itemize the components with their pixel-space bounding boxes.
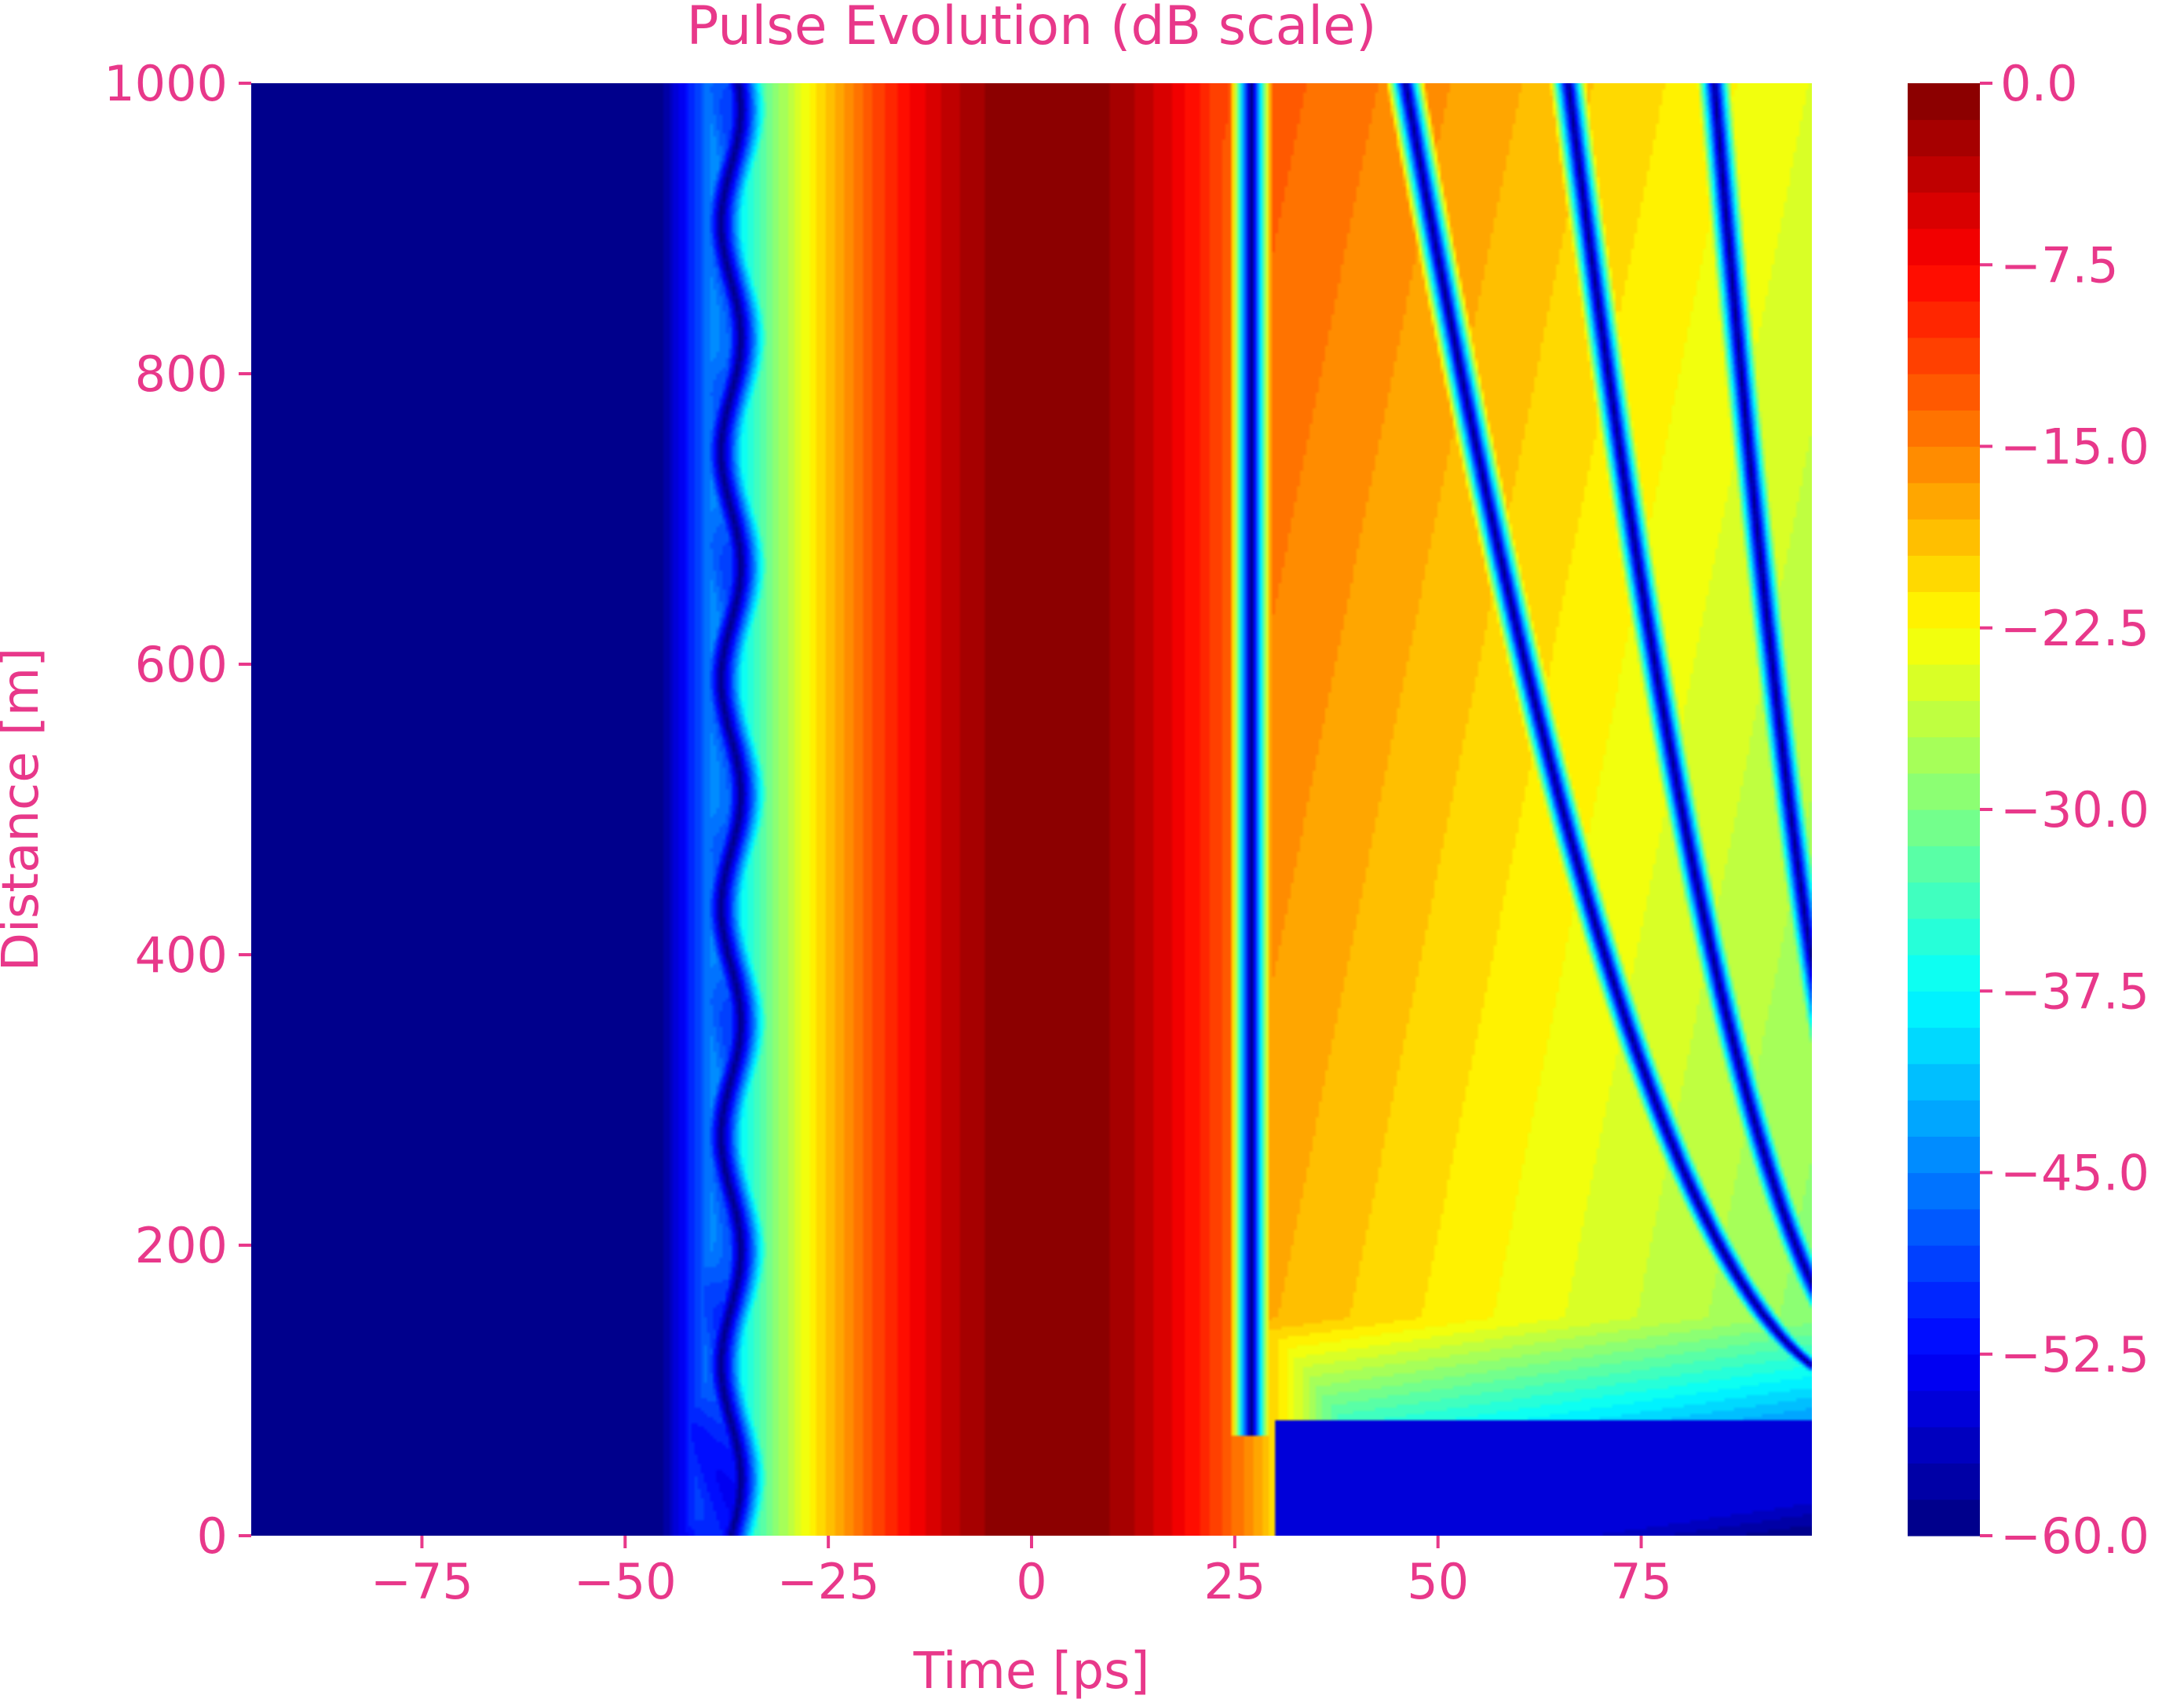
colorbar-band: [1908, 1100, 1980, 1137]
x-axis: −75 −50 −25 0 25 50 75: [371, 1536, 1672, 1610]
y-tick-label: 1000: [104, 55, 228, 112]
colorbar-band: [1908, 1317, 1980, 1355]
colorbar-band: [1908, 1027, 1980, 1065]
colorbar-band: [1908, 991, 1980, 1029]
chart-title: Pulse Evolution (dB scale): [686, 0, 1376, 57]
heatmap-image: [251, 83, 1812, 1536]
plot-area: [251, 83, 1812, 1536]
colorbar-band: [1908, 1281, 1980, 1319]
colorbar-band: [1908, 809, 1980, 846]
y-tick-label: 800: [135, 345, 228, 403]
x-tick-label: 50: [1407, 1553, 1469, 1610]
colorbar-band: [1908, 265, 1980, 302]
x-axis-label: Time [ps]: [913, 1642, 1150, 1699]
colorbar-band: [1908, 846, 1980, 883]
colorbar-tick-label: −30.0: [2000, 781, 2149, 839]
colorbar-tick-label: −60.0: [2000, 1507, 2149, 1565]
colorbar-tick-label: −45.0: [2000, 1145, 2149, 1202]
colorbar-band: [1908, 1172, 1980, 1210]
colorbar-band: [1908, 374, 1980, 411]
x-tick-label: −50: [574, 1553, 677, 1610]
y-axis-label: Distance [m]: [0, 648, 50, 971]
colorbar: 0.0 −7.5 −15.0 −22.5 −30.0 −37.5 −45.0 −52.5 −60…: [1908, 55, 2149, 1565]
colorbar-band: [1908, 664, 1980, 701]
x-tick-label: 0: [1016, 1553, 1046, 1610]
colorbar-band: [1908, 482, 1980, 520]
colorbar-band: [1908, 1499, 1980, 1536]
colorbar-band: [1908, 410, 1980, 448]
colorbar-band: [1908, 955, 1980, 992]
colorbar-tick-label: −37.5: [2000, 963, 2149, 1020]
colorbar-band: [1908, 700, 1980, 738]
colorbar-band: [1908, 446, 1980, 484]
colorbar-band: [1908, 773, 1980, 810]
colorbar-tick-label: −22.5: [2000, 600, 2149, 657]
colorbar-band: [1908, 519, 1980, 556]
x-tick-label: −25: [777, 1553, 880, 1610]
colorbar-band: [1908, 591, 1980, 629]
colorbar-band: [1908, 192, 1980, 229]
colorbar-band: [1908, 736, 1980, 774]
colorbar-band: [1908, 1427, 1980, 1464]
colorbar-band: [1908, 119, 1980, 157]
colorbar-band: [1908, 301, 1980, 338]
colorbar-tick-label: −52.5: [2000, 1326, 2149, 1383]
colorbar-band: [1908, 1463, 1980, 1500]
y-axis: 0 200 400 600 800 1000: [104, 55, 251, 1565]
y-tick-label: 0: [197, 1507, 228, 1565]
colorbar-band: [1908, 1390, 1980, 1427]
colorbar-band: [1908, 337, 1980, 375]
colorbar-band: [1908, 1136, 1980, 1174]
colorbar-band: [1908, 1063, 1980, 1101]
colorbar-tick-label: 0.0: [2000, 55, 2078, 112]
colorbar-band: [1908, 918, 1980, 955]
y-tick-label: 200: [135, 1217, 228, 1274]
y-tick-label: 400: [135, 926, 228, 984]
colorbar-band: [1908, 1245, 1980, 1282]
x-tick-label: 25: [1203, 1553, 1265, 1610]
colorbar-tick-label: −15.0: [2000, 418, 2149, 476]
colorbar-band: [1908, 228, 1980, 265]
x-tick-label: −75: [371, 1553, 473, 1610]
colorbar-band: [1908, 555, 1980, 593]
x-tick-label: 75: [1610, 1553, 1672, 1610]
colorbar-band: [1908, 83, 1980, 120]
colorbar-band: [1908, 155, 1980, 193]
y-tick-label: 600: [135, 636, 228, 693]
colorbar-band: [1908, 627, 1980, 665]
colorbar-band: [1908, 1354, 1980, 1391]
colorbar-band: [1908, 1208, 1980, 1246]
colorbar-tick-label: −7.5: [2000, 236, 2119, 294]
colorbar-band: [1908, 882, 1980, 919]
